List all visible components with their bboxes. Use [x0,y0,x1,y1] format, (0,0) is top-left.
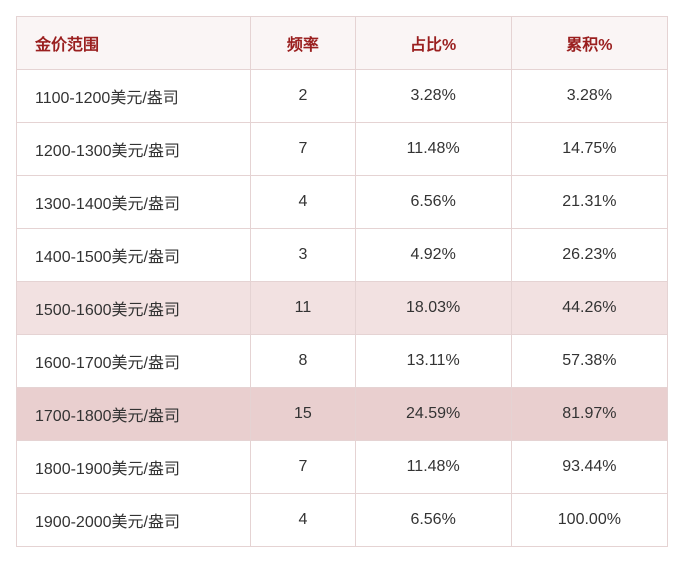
col-header-frequency: 频率 [251,17,355,70]
cell-percent: 4.92% [355,229,511,282]
cell-cumulative: 44.26% [511,282,667,335]
table-row: 1300-1400美元/盎司46.56%21.31% [17,176,668,229]
cell-cumulative: 26.23% [511,229,667,282]
table-row: 1900-2000美元/盎司46.56%100.00% [17,494,668,547]
cell-frequency: 8 [251,335,355,388]
cell-range: 1400-1500美元/盎司 [17,229,251,282]
cell-cumulative: 81.97% [511,388,667,441]
cell-percent: 3.28% [355,70,511,123]
cell-range: 1900-2000美元/盎司 [17,494,251,547]
cell-range: 1200-1300美元/盎司 [17,123,251,176]
table-row: 1100-1200美元/盎司23.28%3.28% [17,70,668,123]
cell-percent: 11.48% [355,123,511,176]
table-row: 1400-1500美元/盎司34.92%26.23% [17,229,668,282]
cell-cumulative: 21.31% [511,176,667,229]
cell-percent: 11.48% [355,441,511,494]
cell-range: 1500-1600美元/盎司 [17,282,251,335]
cell-frequency: 15 [251,388,355,441]
cell-cumulative: 14.75% [511,123,667,176]
cell-range: 1700-1800美元/盎司 [17,388,251,441]
cell-percent: 6.56% [355,176,511,229]
cell-frequency: 4 [251,494,355,547]
cell-range: 1300-1400美元/盎司 [17,176,251,229]
cell-cumulative: 57.38% [511,335,667,388]
cell-percent: 13.11% [355,335,511,388]
cell-cumulative: 3.28% [511,70,667,123]
cell-frequency: 2 [251,70,355,123]
cell-frequency: 11 [251,282,355,335]
cell-frequency: 3 [251,229,355,282]
cell-range: 1100-1200美元/盎司 [17,70,251,123]
cell-percent: 18.03% [355,282,511,335]
cell-frequency: 4 [251,176,355,229]
cell-frequency: 7 [251,123,355,176]
cell-percent: 24.59% [355,388,511,441]
table-row: 1700-1800美元/盎司1524.59%81.97% [17,388,668,441]
cell-range: 1800-1900美元/盎司 [17,441,251,494]
table-row: 1600-1700美元/盎司813.11%57.38% [17,335,668,388]
col-header-percent: 占比% [355,17,511,70]
col-header-cumulative: 累积% [511,17,667,70]
cell-range: 1600-1700美元/盎司 [17,335,251,388]
price-distribution-table: 金价范围 频率 占比% 累积% 1100-1200美元/盎司23.28%3.28… [16,16,668,547]
table-row: 1500-1600美元/盎司1118.03%44.26% [17,282,668,335]
cell-frequency: 7 [251,441,355,494]
table-row: 1200-1300美元/盎司711.48%14.75% [17,123,668,176]
table-container: 金价范围 频率 占比% 累积% 1100-1200美元/盎司23.28%3.28… [16,16,668,547]
table-header-row: 金价范围 频率 占比% 累积% [17,17,668,70]
table-row: 1800-1900美元/盎司711.48%93.44% [17,441,668,494]
cell-cumulative: 100.00% [511,494,667,547]
cell-percent: 6.56% [355,494,511,547]
cell-cumulative: 93.44% [511,441,667,494]
col-header-range: 金价范围 [17,17,251,70]
